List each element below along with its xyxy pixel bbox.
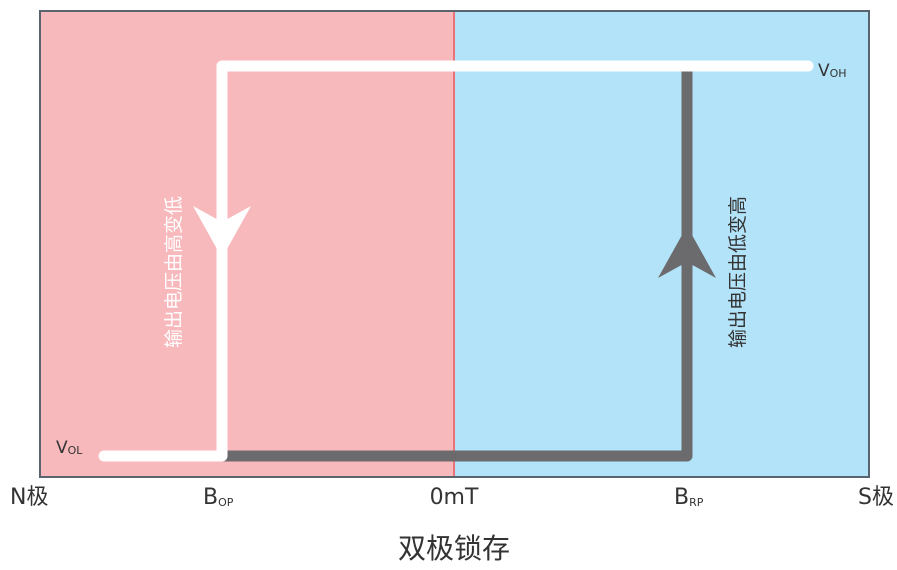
- zero-main: 0mT: [430, 485, 479, 510]
- plot-frame: [39, 10, 870, 478]
- up-arrow-icon: [658, 226, 716, 278]
- down-arrow-icon: [193, 206, 251, 258]
- brp-label: BRP: [674, 485, 704, 510]
- voh-sub: OH: [830, 67, 847, 80]
- n-pole-region: [40, 11, 454, 477]
- brp-sub: RP: [689, 496, 704, 509]
- rising-transition-path: [216, 66, 693, 462]
- falling-annotation: 输出电压由高变低: [163, 196, 185, 348]
- voh-label: VOH: [818, 61, 847, 81]
- voh-main: V: [818, 61, 830, 81]
- vol-sub: OL: [68, 444, 84, 457]
- rising-annotation: 输出电压由低变高: [727, 196, 749, 348]
- vol-main: V: [56, 438, 68, 458]
- zero-label: 0mT: [430, 485, 479, 510]
- s-pole-region: [454, 11, 869, 477]
- falling-transition-path: [98, 60, 814, 462]
- diagram-title: 双极锁存: [398, 532, 510, 565]
- bop-sub: OP: [218, 496, 234, 509]
- bop-label: BOP: [203, 485, 234, 510]
- brp-main: B: [674, 485, 689, 510]
- bop-main: B: [203, 485, 218, 510]
- n-pole-main: N极: [10, 485, 48, 510]
- s-pole-main: S极: [858, 485, 894, 510]
- s-pole-label: S极: [858, 485, 894, 510]
- n-pole-label: N极: [10, 485, 48, 510]
- vol-label: VOL: [56, 438, 83, 458]
